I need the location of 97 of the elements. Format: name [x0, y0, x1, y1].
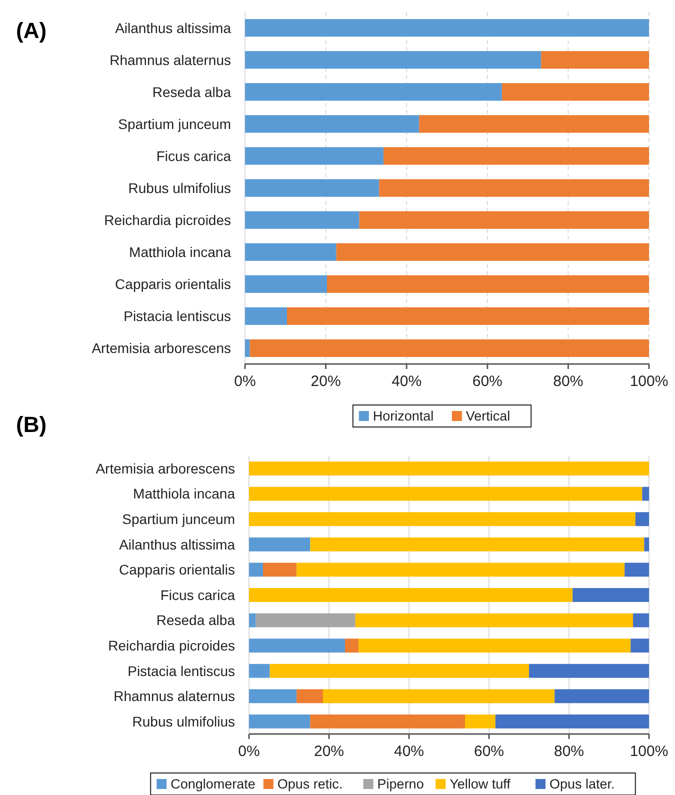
bar — [502, 83, 649, 101]
bar — [296, 562, 625, 577]
y-tick-label: Rhamnus alaternus — [110, 52, 231, 68]
legend-label: Opus later. — [550, 776, 615, 792]
bar — [296, 689, 323, 704]
bar — [327, 275, 649, 293]
y-tick-label: Ficus carica — [156, 148, 232, 164]
x-tick-label: 60% — [472, 373, 502, 390]
bar — [249, 613, 256, 628]
bar — [249, 537, 310, 552]
y-tick-label: Ficus carica — [160, 586, 236, 603]
y-tick-label: Rubus ulmifolius — [132, 713, 235, 730]
bar — [249, 638, 345, 653]
y-tick-label: Reichardia picroides — [104, 212, 231, 228]
bar — [249, 462, 649, 476]
bar — [245, 115, 420, 133]
bar — [642, 486, 649, 501]
x-tick-label: 100% — [630, 373, 668, 390]
x-tick-label: 20% — [314, 743, 344, 760]
bar — [529, 664, 649, 678]
bar — [245, 179, 380, 197]
x-tick-label: 60% — [474, 743, 504, 760]
x-tick-label: 0% — [238, 743, 260, 760]
bar — [465, 714, 496, 728]
x-tick-label: 40% — [392, 373, 422, 390]
bar — [345, 638, 359, 653]
bar — [256, 613, 356, 628]
legend-label: Yellow tuff — [450, 776, 511, 792]
legend-label: Horizontal — [372, 408, 434, 424]
bar — [249, 486, 642, 501]
bar — [635, 512, 649, 526]
x-tick-label: 100% — [630, 743, 668, 760]
bar — [249, 714, 310, 728]
bar — [541, 51, 649, 69]
bar — [249, 562, 263, 577]
text: (A) — [16, 18, 47, 43]
bar — [630, 638, 649, 653]
y-tick-label: Artemisia arborescens — [96, 460, 235, 476]
bar — [245, 339, 250, 357]
y-tick-label: Rhamnus alaternus — [114, 688, 235, 704]
bar — [355, 613, 633, 628]
y-tick-label: Reseda alba — [156, 612, 236, 628]
bar — [245, 147, 384, 165]
legend-label: Conglomerate — [170, 776, 256, 792]
bar — [554, 689, 649, 704]
y-tick-label: Matthiola incana — [129, 244, 232, 260]
legend-label: Piperno — [377, 776, 424, 792]
legend-label: Opus retic. — [277, 776, 343, 792]
bar — [245, 275, 328, 293]
bar — [250, 339, 649, 357]
bar — [249, 512, 636, 526]
bar — [323, 689, 555, 704]
bar — [495, 714, 649, 728]
bar — [249, 689, 297, 704]
bar — [310, 714, 465, 728]
y-tick-label: Pistacia lentiscus — [128, 662, 235, 679]
bar — [245, 307, 288, 325]
bar — [419, 115, 649, 133]
bar — [245, 19, 649, 37]
bar — [644, 537, 649, 552]
bar — [310, 537, 644, 552]
y-tick-label: Spartium junceum — [118, 116, 231, 132]
bar — [358, 638, 631, 653]
bar — [359, 211, 649, 229]
x-tick-label: 40% — [394, 743, 424, 760]
y-tick-label: Artemisia arborescens — [92, 340, 231, 356]
y-tick-label: Reseda alba — [152, 84, 232, 100]
bar — [249, 664, 270, 678]
bar — [263, 562, 297, 577]
bar — [245, 83, 502, 101]
y-tick-label: Capparis orientalis — [119, 562, 235, 578]
bar — [572, 588, 649, 602]
legend-label: Vertical — [466, 408, 510, 424]
y-tick-label: Matthiola incana — [133, 486, 236, 502]
y-tick-label: Reichardia picroides — [108, 637, 235, 654]
bar — [624, 562, 649, 577]
y-tick-label: Ailanthus altissima — [115, 20, 232, 36]
bar — [384, 147, 649, 165]
x-tick-label: 80% — [554, 743, 584, 760]
text: (B) — [16, 412, 47, 437]
y-tick-label: Rubus ulmifolius — [128, 180, 231, 196]
bar — [336, 243, 649, 261]
y-tick-label: Spartium junceum — [122, 511, 235, 528]
x-tick-label: 80% — [553, 373, 584, 390]
bar — [633, 613, 649, 628]
bar — [245, 243, 336, 261]
bar — [270, 664, 529, 678]
y-tick-label: Capparis orientalis — [115, 276, 231, 292]
bar — [249, 588, 573, 602]
bar — [245, 51, 542, 69]
bar — [245, 211, 360, 229]
x-tick-label: 0% — [234, 373, 256, 390]
bar — [287, 307, 649, 325]
x-tick-label: 20% — [310, 373, 341, 390]
y-tick-label: Pistacia lentiscus — [124, 308, 231, 324]
y-tick-label: Ailanthus altissima — [119, 536, 236, 552]
bar — [379, 179, 649, 197]
